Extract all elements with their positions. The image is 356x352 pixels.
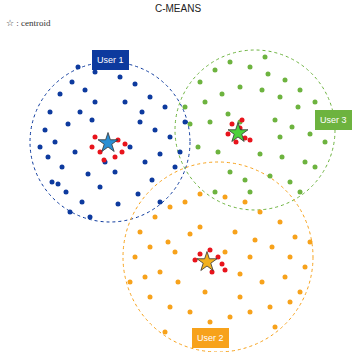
svg-text:User 2: User 2 <box>197 333 224 343</box>
svg-text:C-MEANS: C-MEANS <box>155 3 201 14</box>
svg-text:☆ : centroid: ☆ : centroid <box>6 18 51 28</box>
svg-text:User 1: User 1 <box>97 55 124 65</box>
svg-text:User 3: User 3 <box>320 115 347 125</box>
